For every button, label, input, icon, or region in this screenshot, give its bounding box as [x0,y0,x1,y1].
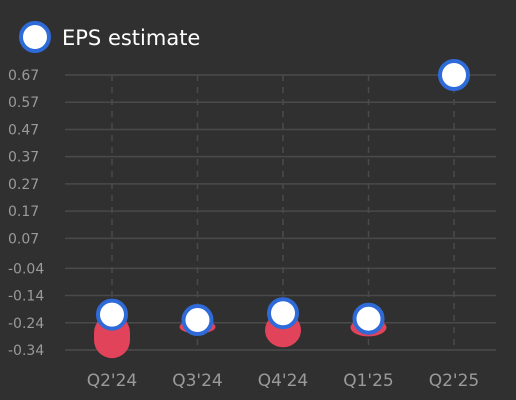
y-tick-label: 0.47 [8,122,39,138]
x-axis-ticks: Q2'24 Q3'24 Q4'24 Q1'25 Q2'25 [87,371,480,391]
y-tick-label: 0.07 [8,231,39,247]
estimate-point[interactable] [181,304,214,337]
estimate-points [96,59,470,337]
estimate-point[interactable] [352,302,385,335]
x-tick-label: Q2'25 [429,371,480,391]
y-tick-label: -0.34 [8,343,44,359]
legend-label: EPS estimate [62,26,200,50]
x-tick-label: Q1'25 [343,371,394,391]
y-tick-label: 0.57 [8,95,39,111]
y-tick-label: -0.14 [8,289,44,305]
estimate-point[interactable] [96,298,128,331]
y-tick-label: 0.27 [8,177,39,193]
legend-marker [19,21,51,53]
y-tick-label: 0.17 [8,204,39,220]
x-tick-label: Q3'24 [172,371,223,391]
x-tick-label: Q2'24 [87,371,138,391]
estimate-point[interactable] [267,297,299,330]
y-tick-label: 0.37 [8,150,39,166]
y-tick-label: 0.67 [8,68,39,84]
y-axis-ticks: 0.67 0.57 0.47 0.37 0.27 0.17 0.07 -0.04 -0.14 -0… [8,68,44,359]
estimate-point[interactable] [438,59,470,91]
y-tick-label: -0.04 [8,261,44,277]
legend[interactable]: EPS estimate [19,21,200,53]
x-tick-label: Q4'24 [258,371,309,391]
y-tick-label: -0.24 [8,316,44,332]
